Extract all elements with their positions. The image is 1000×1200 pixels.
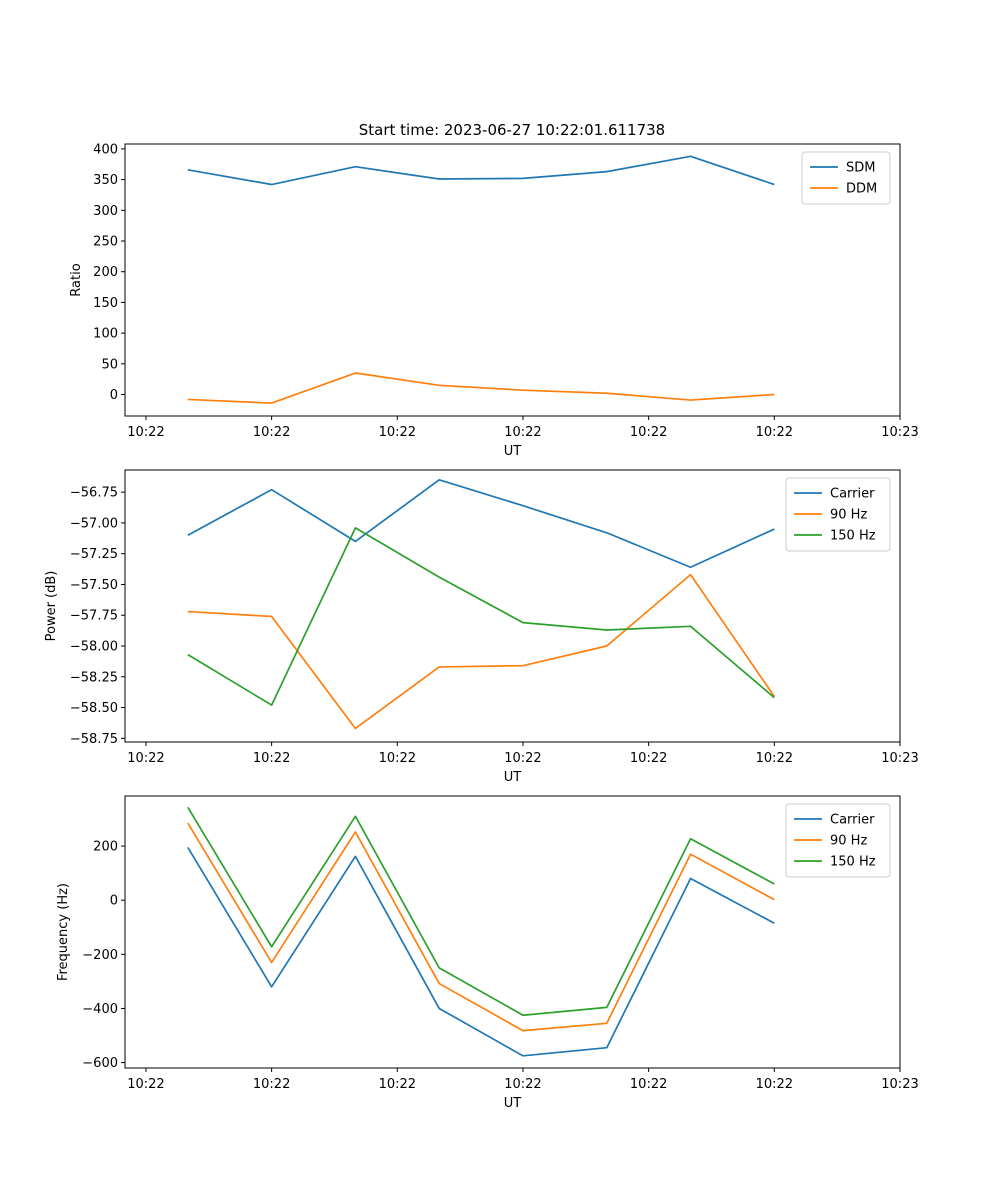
panel-2: 10:22 10:22 10:22 10:22 10:22 10:22 10:23 −58.7… <box>44 469 919 785</box>
y-tick-label: −57.25 <box>70 547 118 562</box>
series-line-90-hz <box>187 573 776 730</box>
series-line-90-hz <box>187 822 775 1032</box>
y-tick-label: 50 <box>101 357 118 372</box>
x-tick-label: 10:22 <box>504 425 541 440</box>
y-tick-label: 200 <box>93 265 118 280</box>
y-tick-label: −57.00 <box>70 516 118 531</box>
y-tick-label: 200 <box>93 840 118 855</box>
legend: Carrier 90 Hz 150 Hz <box>785 803 891 878</box>
y-tick-label: −56.75 <box>70 486 118 501</box>
y-tick-label: −200 <box>82 948 118 963</box>
panel-3: 10:22 10:22 10:22 10:22 10:22 10:22 10:23 −600 −… <box>56 795 919 1111</box>
series-line-150-hz <box>187 526 775 706</box>
y-tick-label: −58.50 <box>70 701 118 716</box>
series-line-150-hz <box>187 806 775 1017</box>
legend-label: DDM <box>846 182 877 197</box>
y-tick-label: −57.75 <box>70 609 118 624</box>
legend-label: Carrier <box>830 487 875 502</box>
series-line-ddm <box>187 372 775 404</box>
x-axis-label: UT <box>504 770 522 785</box>
y-tick-label: −58.00 <box>70 640 118 655</box>
y-axis-label: Ratio <box>69 263 84 296</box>
legend: SDM DDM <box>801 151 891 205</box>
x-axis-label: UT <box>504 444 522 459</box>
axes-frame <box>124 795 901 1069</box>
x-tick-label: 10:22 <box>379 751 416 766</box>
x-tick-label: 10:22 <box>379 425 416 440</box>
x-tick-label: 10:22 <box>127 1077 164 1092</box>
x-tick-label: 10:23 <box>881 751 918 766</box>
x-tick-label: 10:22 <box>756 1077 793 1092</box>
y-tick-label: 0 <box>110 388 118 403</box>
x-tick-label: 10:23 <box>881 425 918 440</box>
y-tick-label: 400 <box>93 142 118 157</box>
y-tick-label: −400 <box>82 1002 118 1017</box>
panel-1: 10:22 10:22 10:22 10:22 10:22 10:22 10:23 0 50 10… <box>69 142 919 459</box>
legend-label: SDM <box>846 161 875 176</box>
y-tick-label: −58.25 <box>70 670 118 685</box>
x-tick-label: 10:22 <box>379 1077 416 1092</box>
x-tick-label: 10:22 <box>504 751 541 766</box>
x-tick-label: 10:22 <box>756 425 793 440</box>
series-line-carrier <box>187 479 775 569</box>
x-tick-label: 10:22 <box>253 425 290 440</box>
legend: Carrier 90 Hz 150 Hz <box>785 477 891 552</box>
legend-label: Carrier <box>830 813 875 828</box>
legend-box <box>785 803 891 878</box>
legend-label: 90 Hz <box>830 508 867 523</box>
axes-frame <box>124 143 901 417</box>
legend-box <box>801 151 891 205</box>
y-tick-label: −600 <box>82 1056 118 1071</box>
y-tick-label: 300 <box>93 204 118 219</box>
x-tick-label: 10:22 <box>253 1077 290 1092</box>
axes-frame <box>124 469 901 743</box>
x-tick-label: 10:22 <box>630 751 667 766</box>
y-tick-label: −57.50 <box>70 578 118 593</box>
y-axis-label: Frequency (Hz) <box>56 883 71 981</box>
x-tick-label: 10:23 <box>881 1077 918 1092</box>
y-tick-label: 100 <box>93 327 118 342</box>
y-tick-label: 350 <box>93 173 118 188</box>
legend-label: 150 Hz <box>830 529 876 544</box>
y-tick-label: 0 <box>110 894 118 909</box>
x-tick-label: 10:22 <box>253 751 290 766</box>
legend-box <box>785 477 891 552</box>
x-tick-label: 10:22 <box>127 751 164 766</box>
y-tick-label: 250 <box>93 235 118 250</box>
x-tick-label: 10:22 <box>504 1077 541 1092</box>
x-tick-label: 10:22 <box>756 751 793 766</box>
y-axis-label: Power (dB) <box>44 571 59 642</box>
y-tick-label: 150 <box>93 296 118 311</box>
x-tick-label: 10:22 <box>630 1077 667 1092</box>
chart-title: Start time: 2023-06-27 10:22:01.611738 <box>359 121 665 139</box>
x-tick-label: 10:22 <box>127 425 164 440</box>
series-line-sdm <box>187 155 775 186</box>
legend-label: 150 Hz <box>830 855 876 870</box>
x-axis-label: UT <box>504 1096 522 1111</box>
series-line-carrier <box>187 846 775 1057</box>
legend-label: 90 Hz <box>830 834 867 849</box>
x-tick-label: 10:22 <box>630 425 667 440</box>
y-tick-label: −58.75 <box>70 732 118 747</box>
